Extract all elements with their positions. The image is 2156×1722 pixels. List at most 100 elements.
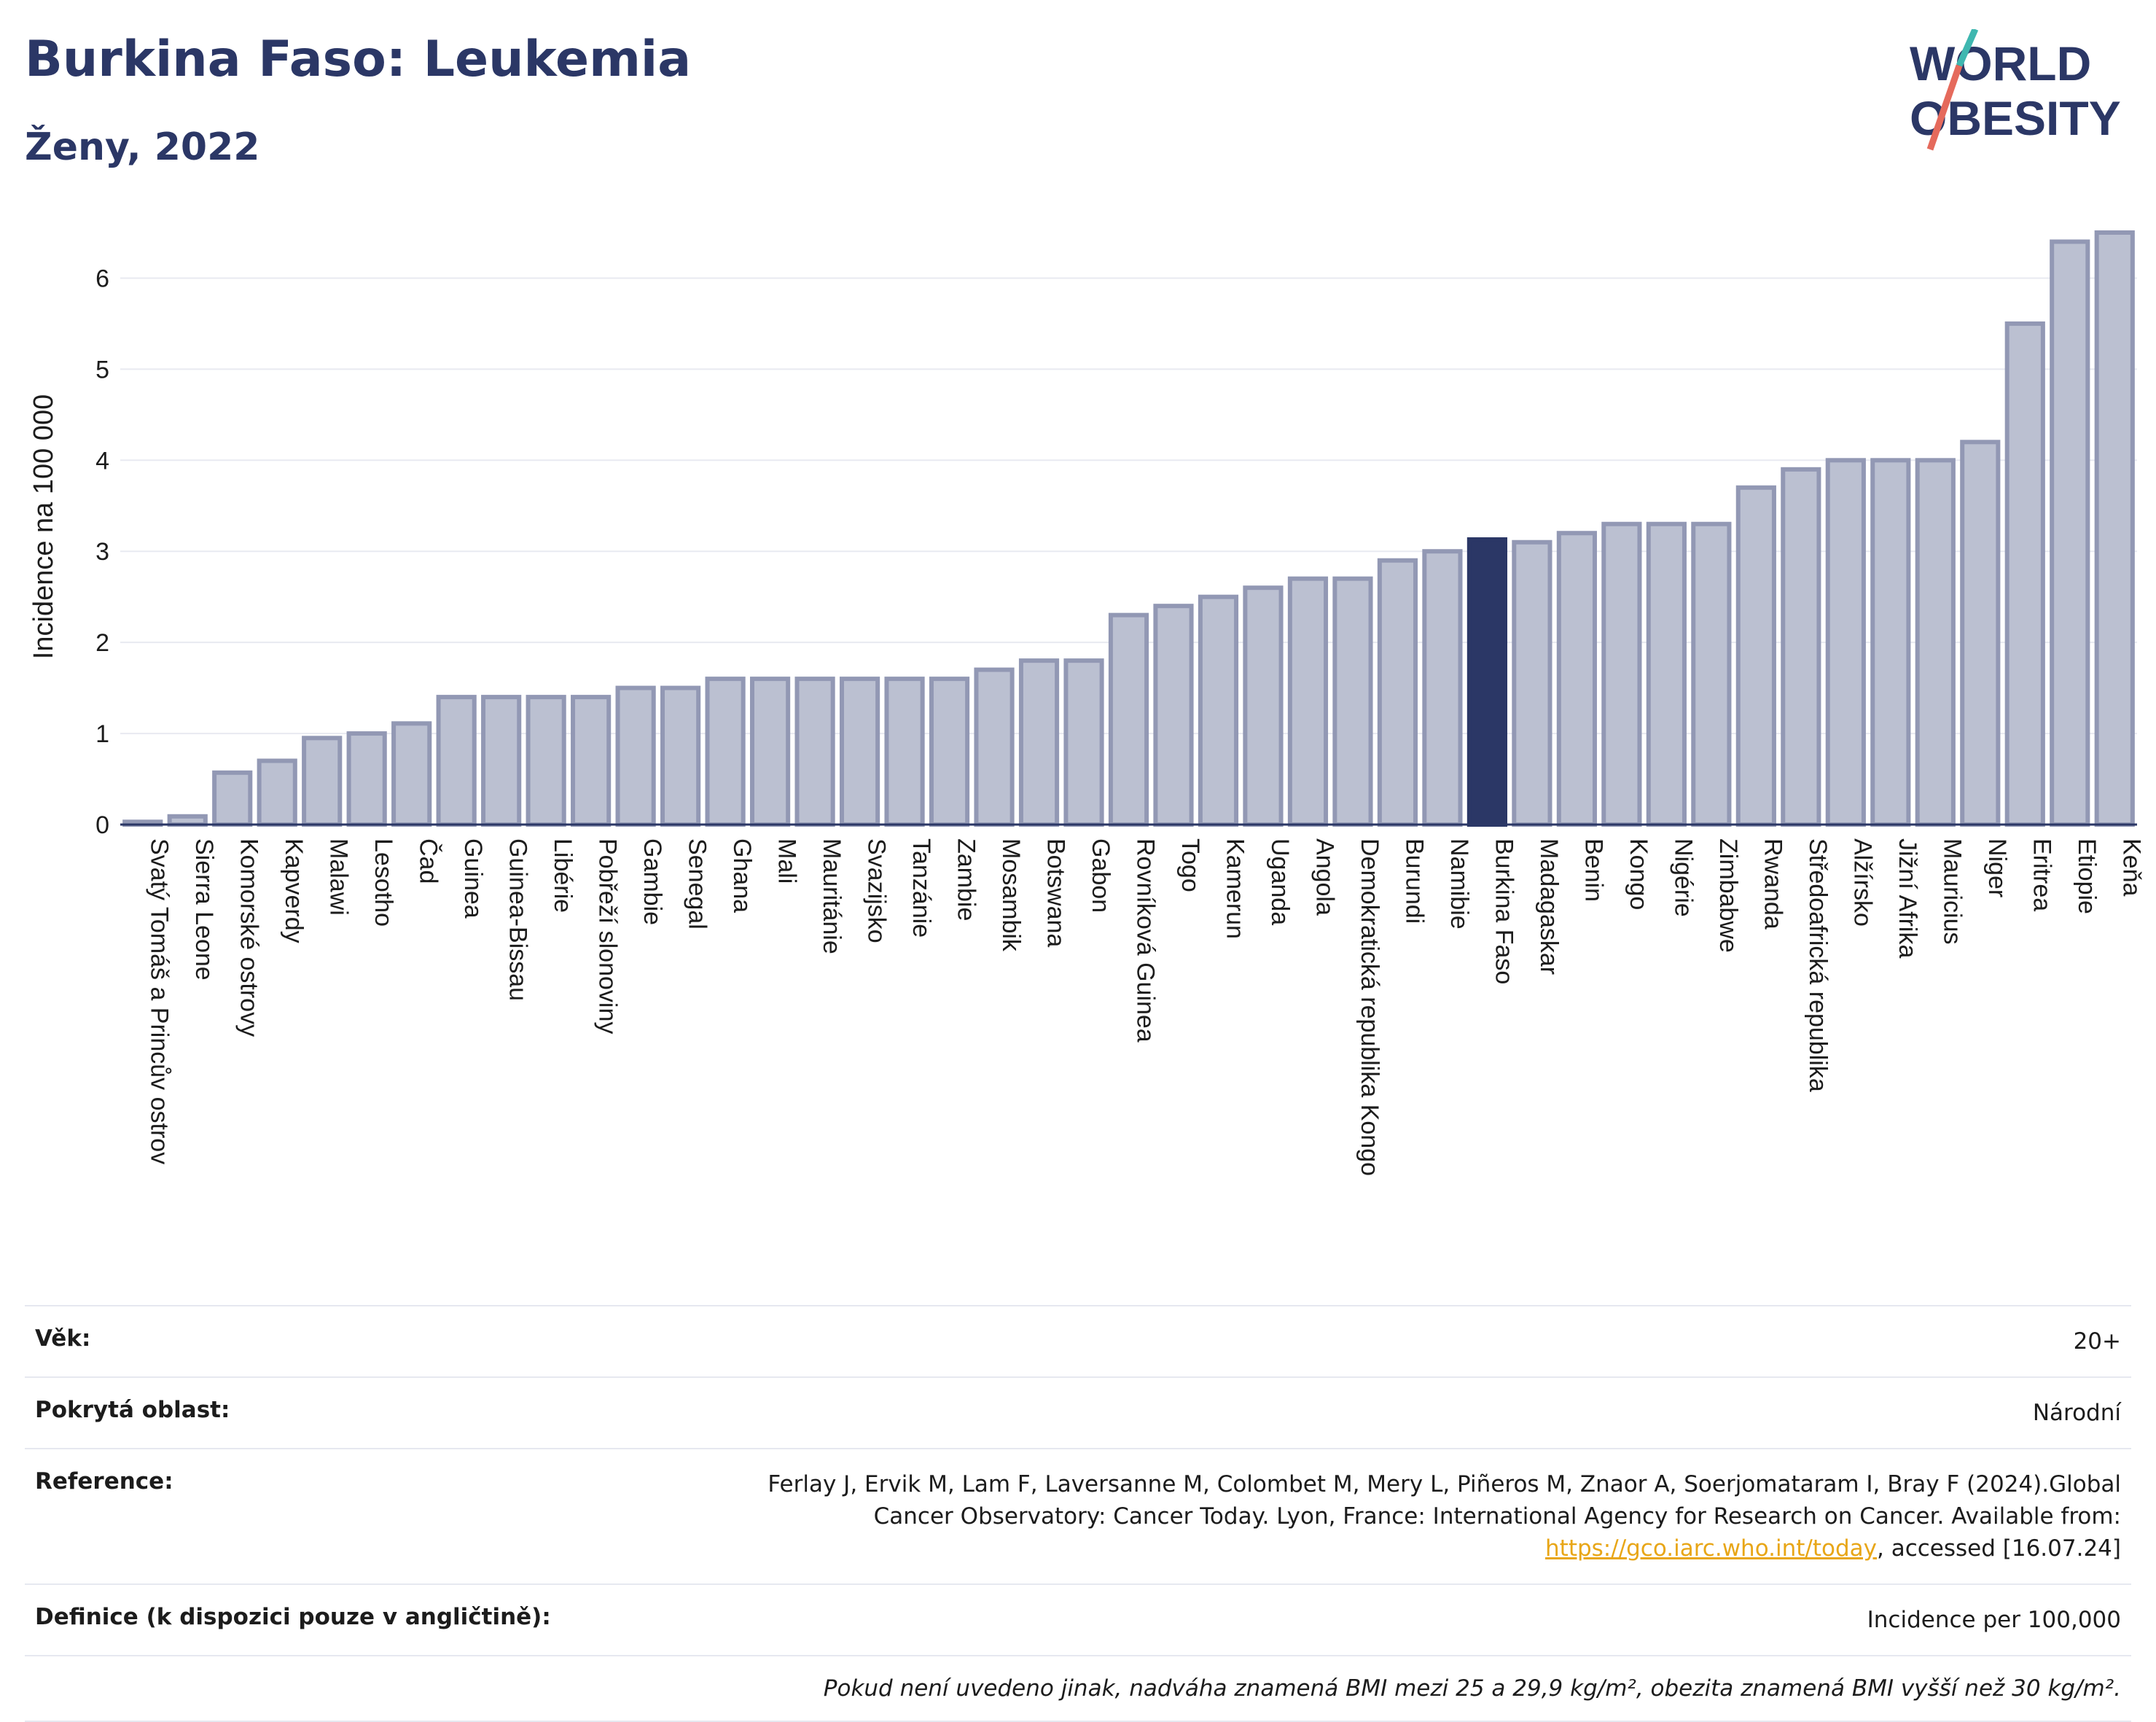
x-tick-label: Burundi <box>1400 838 1428 924</box>
area-label: Pokrytá oblast: <box>25 1376 701 1449</box>
x-tick-label: Guinea <box>459 838 487 919</box>
x-tick-label: Uganda <box>1266 838 1294 925</box>
x-tick-label: Rovníková Guinea <box>1132 838 1160 1043</box>
x-tick-label: Etiopie <box>2073 838 2101 914</box>
x-tick-label: Mosambik <box>997 838 1025 952</box>
bar <box>1825 458 1866 827</box>
x-tick-label: Guinea-Bissau <box>504 838 532 1001</box>
info-row-note: Pokud není uvedeno jinak, nadváha znamen… <box>25 1655 2131 1722</box>
x-tick-label: Mauritánie <box>818 838 845 954</box>
y-tick-label: 6 <box>95 265 109 292</box>
bar <box>839 677 880 827</box>
bar <box>1153 604 1194 827</box>
bmi-note: Pokud není uvedeno jinak, nadváha znamen… <box>25 1655 2131 1722</box>
bar <box>1646 521 1687 827</box>
reference-value: Ferlay J, Ervik M, Lam F, Laversanne M, … <box>701 1448 2131 1584</box>
x-tick-label: Kamerun <box>1221 838 1249 939</box>
x-tick-label: Angola <box>1311 838 1338 916</box>
bar <box>1287 576 1329 827</box>
reference-link[interactable]: https://gco.iarc.who.int/today <box>1545 1535 1877 1562</box>
x-tick-label: Namibie <box>1445 838 1473 930</box>
x-tick-label: Ghana <box>728 838 756 913</box>
reference-text: Ferlay J, Ervik M, Lam F, Laversanne M, … <box>768 1471 2121 1530</box>
bar <box>615 685 656 827</box>
y-tick-labels: 0 1 2 3 4 5 6 <box>95 265 109 839</box>
bar <box>2004 321 2045 827</box>
y-tick-label: 2 <box>95 629 109 657</box>
bar <box>884 677 925 827</box>
bar <box>2094 230 2135 827</box>
bar <box>346 731 387 827</box>
info-table: Věk: 20+ Pokrytá oblast: Národní Referen… <box>25 1305 2131 1722</box>
bar <box>167 814 208 827</box>
y-axis-title: Incidence na 100 000 <box>28 394 59 659</box>
logo-slash-teal <box>1956 29 1979 67</box>
x-tick-label: Pobřeží slonoviny <box>594 838 622 1034</box>
bar <box>929 677 970 827</box>
x-tick-label: Svatý Tomáš a Princův ostrov <box>146 838 173 1164</box>
page-title: Burkina Faso: Leukemia <box>25 31 692 88</box>
x-tick-label: Komorské ostrovy <box>235 838 263 1037</box>
info-row-reference: Reference: Ferlay J, Ervik M, Lam F, Lav… <box>25 1448 2131 1584</box>
x-tick-label: Jižní Afrika <box>1894 838 1921 958</box>
x-tick-label: Mauricius <box>1938 838 1966 944</box>
age-value: 20+ <box>701 1305 2131 1377</box>
x-tick-label: Čad <box>415 838 442 884</box>
bar <box>1422 549 1463 827</box>
x-tick-label: Středoafrická republika <box>1804 838 1832 1092</box>
bar <box>1691 521 1732 827</box>
x-tick-label: Niger <box>1983 838 2011 897</box>
bar <box>1243 585 1284 827</box>
bar <box>1332 576 1373 827</box>
x-tick-label: Rwanda <box>1759 838 1786 930</box>
bar <box>974 667 1015 827</box>
bar <box>2050 239 2090 827</box>
bar <box>436 695 477 827</box>
world-obesity-logo: WORLD OBESITY <box>1910 29 2121 151</box>
bar-chart: 0 1 2 3 4 5 6 Svatý Tomáš a Princův ostrov Sier… <box>28 230 2145 1176</box>
bar <box>1108 612 1149 827</box>
x-tick-label: Senegal <box>684 838 711 930</box>
x-tick-label: Togo <box>1176 838 1204 892</box>
page-subtitle: Ženy, 2022 <box>25 125 260 169</box>
bar <box>794 677 835 827</box>
x-tick-label: Eritrea <box>2028 838 2055 911</box>
area-value: Národní <box>701 1376 2131 1449</box>
x-tick-label: Nigérie <box>1669 838 1697 917</box>
bar <box>302 736 343 827</box>
y-tick-label: 4 <box>95 447 109 475</box>
bar <box>571 695 612 827</box>
x-tick-label: Botswana <box>1042 838 1070 947</box>
bars <box>122 230 2135 827</box>
bar <box>391 721 432 827</box>
x-tick-label: Burkina Faso <box>1490 838 1518 984</box>
x-tick-label: Malawi <box>325 838 353 916</box>
bar <box>1601 521 1642 827</box>
bar <box>1466 537 1508 827</box>
info-row-age: Věk: 20+ <box>25 1305 2131 1377</box>
bar <box>1870 458 1911 827</box>
logo-line1: WORLD <box>1910 36 2091 90</box>
bar <box>257 758 297 827</box>
y-tick-label: 1 <box>95 720 109 748</box>
bar <box>1915 458 1956 827</box>
x-tick-label: Gabon <box>1087 838 1114 913</box>
bar <box>1781 467 1821 827</box>
age-label: Věk: <box>25 1305 701 1377</box>
reference-suffix: , accessed [16.07.24] <box>1876 1535 2121 1562</box>
x-tick-label: Mali <box>773 838 801 884</box>
bar <box>1063 658 1104 827</box>
x-tick-label: Keňa <box>2117 838 2145 896</box>
definition-value: Incidence per 100,000 <box>701 1583 2131 1656</box>
logo-slash-coral <box>1926 64 1963 151</box>
bar <box>526 695 566 827</box>
bar <box>1512 539 1552 827</box>
y-tick-label: 0 <box>95 811 109 839</box>
bar <box>1198 594 1239 827</box>
bar <box>660 685 701 827</box>
x-tick-label: Libérie <box>549 838 577 913</box>
info-row-definition: Definice (k dispozici pouze v angličtině… <box>25 1583 2131 1656</box>
bar <box>749 677 791 827</box>
x-tick-label: Madagaskar <box>1535 838 1563 975</box>
bar <box>212 770 253 827</box>
